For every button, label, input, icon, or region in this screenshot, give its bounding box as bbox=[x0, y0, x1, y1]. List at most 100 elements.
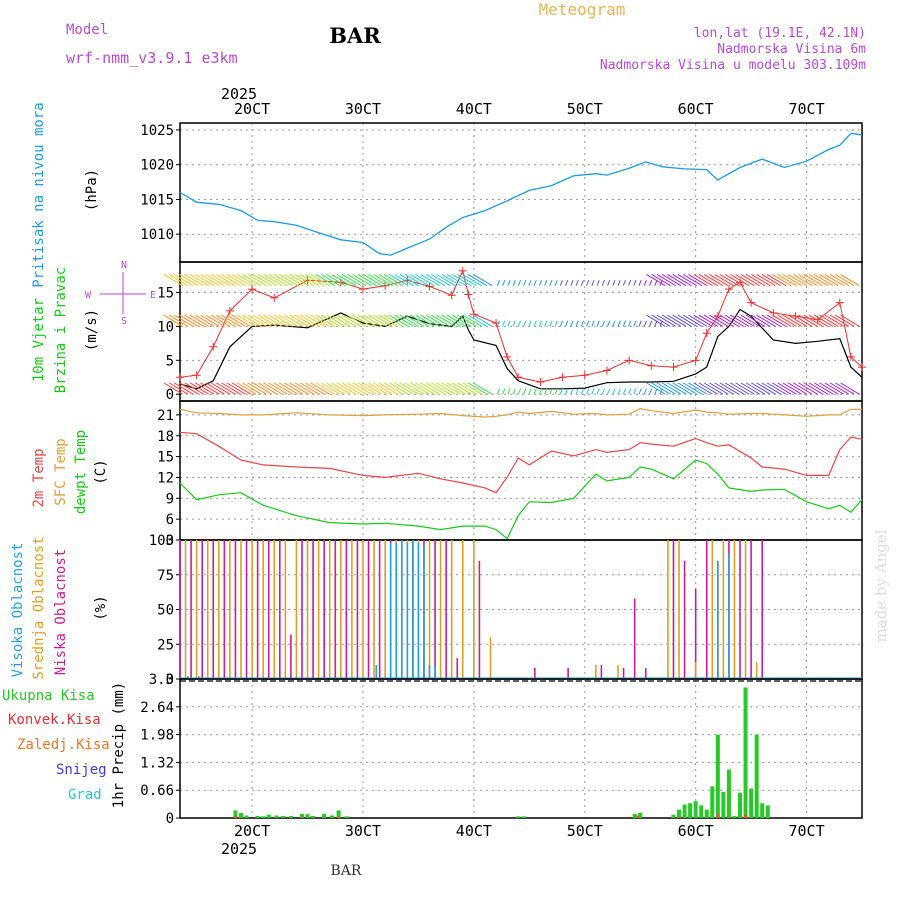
direction-legend-west: W bbox=[85, 290, 92, 301]
wind-direction-arrow bbox=[633, 320, 637, 327]
y-tick-label: 12 bbox=[157, 470, 174, 486]
wind-direction-arrow bbox=[667, 273, 687, 287]
wind-direction-arrow bbox=[735, 382, 755, 395]
wind-direction-arrow bbox=[570, 279, 574, 286]
wind-direction-arrow bbox=[523, 320, 527, 327]
wind-direction-arrow bbox=[512, 279, 516, 286]
wind-unit: (m/s) bbox=[84, 309, 100, 351]
pressure-panel: 1010 1015 1020 1025 bbox=[140, 122, 863, 263]
wind-direction-arrow bbox=[533, 320, 537, 327]
wind-direction-arrow bbox=[502, 279, 506, 286]
y-tick-label: 3 bbox=[166, 533, 174, 549]
wind-direction-arrow bbox=[714, 382, 734, 395]
total-precip-bar bbox=[671, 814, 676, 818]
wind-direction-arrow bbox=[751, 382, 771, 395]
wind-direction-arrow bbox=[517, 279, 522, 286]
wind-direction-arrow bbox=[835, 314, 855, 327]
wind-direction-arrow bbox=[580, 388, 584, 395]
wind-direction-arrow bbox=[289, 314, 309, 327]
t2m-label: 2m Temp bbox=[31, 448, 47, 507]
wind-direction-arrow bbox=[231, 314, 252, 327]
wind-direction-arrow bbox=[612, 388, 616, 395]
wind-direction-arrow bbox=[273, 382, 294, 395]
wind-direction-arrow bbox=[179, 382, 199, 395]
model-name: wrf-nmm_v3.9.1 e3km bbox=[66, 49, 238, 67]
wind-direction-arrow bbox=[242, 382, 262, 395]
wind-direction-arrow bbox=[559, 388, 563, 395]
wind-direction-arrow bbox=[682, 382, 703, 395]
total-precip-bar bbox=[299, 813, 304, 818]
wind-direction-arrow bbox=[677, 273, 698, 287]
wind-direction-arrow bbox=[730, 314, 750, 327]
wind-direction-arrow bbox=[808, 273, 829, 287]
wind-direction-arrow bbox=[289, 273, 309, 287]
wind-direction-arrow bbox=[549, 279, 553, 286]
wind-direction-arrow bbox=[210, 382, 231, 395]
wind-label-1: 10m Vjetar bbox=[31, 298, 47, 382]
hail-label: Grad bbox=[68, 787, 102, 803]
wind-direction-arrow bbox=[268, 273, 288, 287]
wind-gust-marker bbox=[248, 285, 257, 294]
wind-direction-arrow bbox=[257, 314, 278, 327]
wind-direction-arrow bbox=[326, 382, 346, 395]
wind-direction-arrow bbox=[315, 273, 336, 287]
total-precip-bar bbox=[632, 813, 637, 818]
wind-gust-marker bbox=[724, 285, 733, 294]
wind-gust-marker bbox=[691, 356, 700, 365]
wind-gust-marker bbox=[625, 356, 634, 365]
wind-gust-marker bbox=[358, 285, 367, 294]
wind-direction-arrow bbox=[793, 314, 813, 327]
wind-direction-arrow bbox=[688, 314, 708, 327]
wind-direction-arrow bbox=[580, 320, 584, 327]
wind-direction-arrow bbox=[544, 320, 548, 327]
wind-direction-arrow bbox=[777, 273, 797, 287]
wind-direction-arrow bbox=[649, 388, 653, 395]
wind-direction-arrow bbox=[257, 382, 278, 395]
wind-gust-marker bbox=[558, 373, 567, 382]
t2m-line bbox=[179, 431, 863, 494]
wind-direction-arrow bbox=[215, 314, 236, 327]
total-precip-bar bbox=[281, 815, 286, 818]
top-tick-label: 40CT bbox=[456, 100, 492, 118]
y-tick-label: 0 bbox=[166, 387, 174, 403]
bottom-tick-label: 20CT bbox=[234, 822, 270, 840]
wind-direction-arrow bbox=[457, 273, 477, 287]
wind-direction-arrow bbox=[507, 279, 511, 286]
wind-direction-arrow bbox=[787, 273, 808, 287]
wind-direction-arrow bbox=[496, 279, 501, 286]
sfc-temp-line bbox=[179, 407, 862, 418]
wind-direction-arrow bbox=[528, 320, 532, 327]
wind-gust-marker bbox=[846, 352, 855, 361]
wind-direction-arrow bbox=[341, 273, 362, 287]
wind-direction-arrow bbox=[643, 279, 647, 286]
wind-direction-arrow bbox=[819, 314, 839, 327]
wind-gust-line bbox=[179, 269, 863, 383]
wind-direction-arrow bbox=[772, 314, 792, 327]
wind-direction-arrow bbox=[643, 320, 647, 327]
total-precip-label: Ukupna Kisa bbox=[2, 688, 95, 704]
wind-direction-arrow bbox=[601, 320, 605, 327]
wind-direction-arrow bbox=[284, 314, 304, 327]
wind-direction-arrow bbox=[394, 382, 414, 395]
wind-direction-arrow bbox=[808, 314, 829, 327]
wind-label-2: Brzina i Pravac bbox=[53, 267, 69, 393]
wind-direction-arrow bbox=[554, 279, 558, 286]
pressure-unit: (hPa) bbox=[84, 169, 100, 211]
wind-direction-arrow bbox=[305, 314, 325, 327]
wind-direction-arrow bbox=[179, 314, 199, 327]
wind-direction-arrow bbox=[189, 382, 210, 395]
wind-direction-arrow bbox=[528, 388, 532, 395]
wind-direction-arrow bbox=[357, 314, 377, 327]
wind-direction-arrow bbox=[565, 279, 569, 286]
wind-direction-arrow bbox=[341, 314, 362, 327]
wind-direction-arrow bbox=[703, 382, 724, 395]
wind-direction-arrow bbox=[289, 382, 309, 395]
wind-direction-arrow bbox=[404, 273, 425, 287]
wind-direction-arrow bbox=[189, 273, 210, 287]
y-tick-label: 1.98 bbox=[140, 728, 174, 744]
wind-direction-arrow bbox=[617, 320, 621, 327]
wind-direction-arrow bbox=[628, 279, 632, 286]
wind-speed-line bbox=[179, 308, 863, 390]
wind-direction-arrow bbox=[824, 314, 844, 327]
wind-direction-arrow bbox=[378, 273, 398, 287]
